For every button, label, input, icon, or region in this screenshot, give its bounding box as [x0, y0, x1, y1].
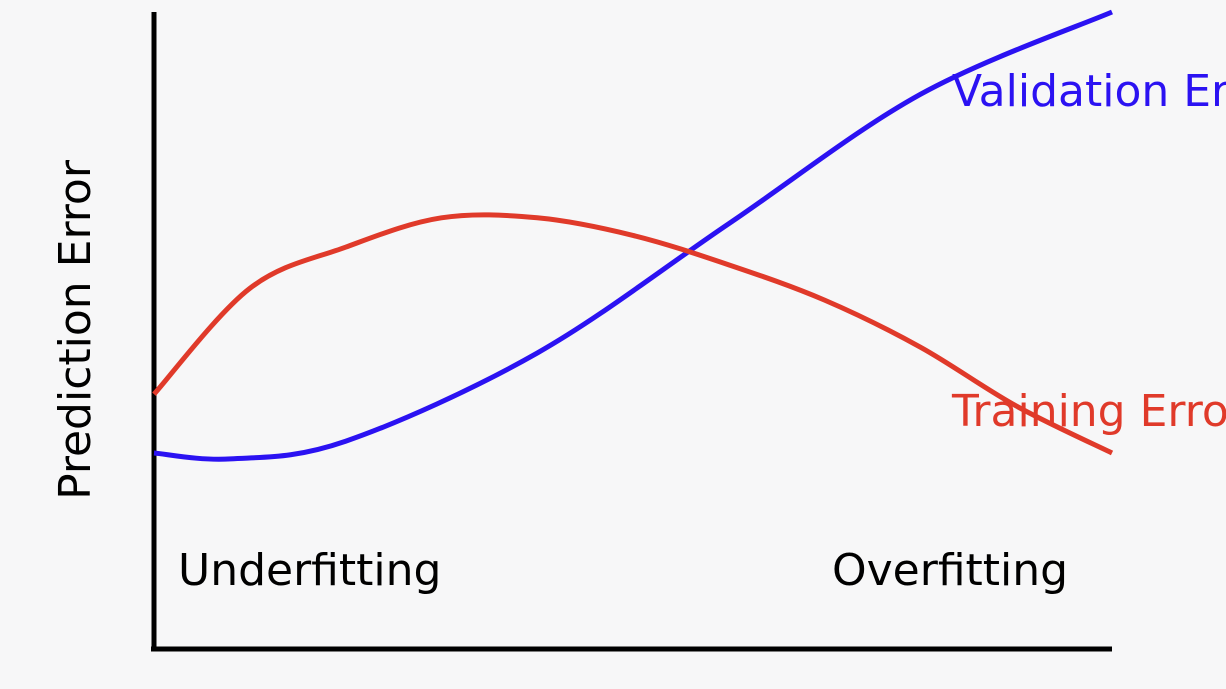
overfitting-label: Overfitting	[832, 545, 1068, 596]
series-layer: Validation Error Training Error	[152, 9, 1226, 462]
series-label-validation-error: Validation Error	[952, 66, 1226, 117]
series-label-training-error: Training Error	[951, 386, 1226, 437]
underfitting-label: Underfitting	[178, 545, 441, 596]
series-line-training-error	[152, 212, 1114, 456]
y-axis-label: Prediction Error	[50, 159, 101, 500]
series-line-validation-error	[153, 9, 1113, 462]
